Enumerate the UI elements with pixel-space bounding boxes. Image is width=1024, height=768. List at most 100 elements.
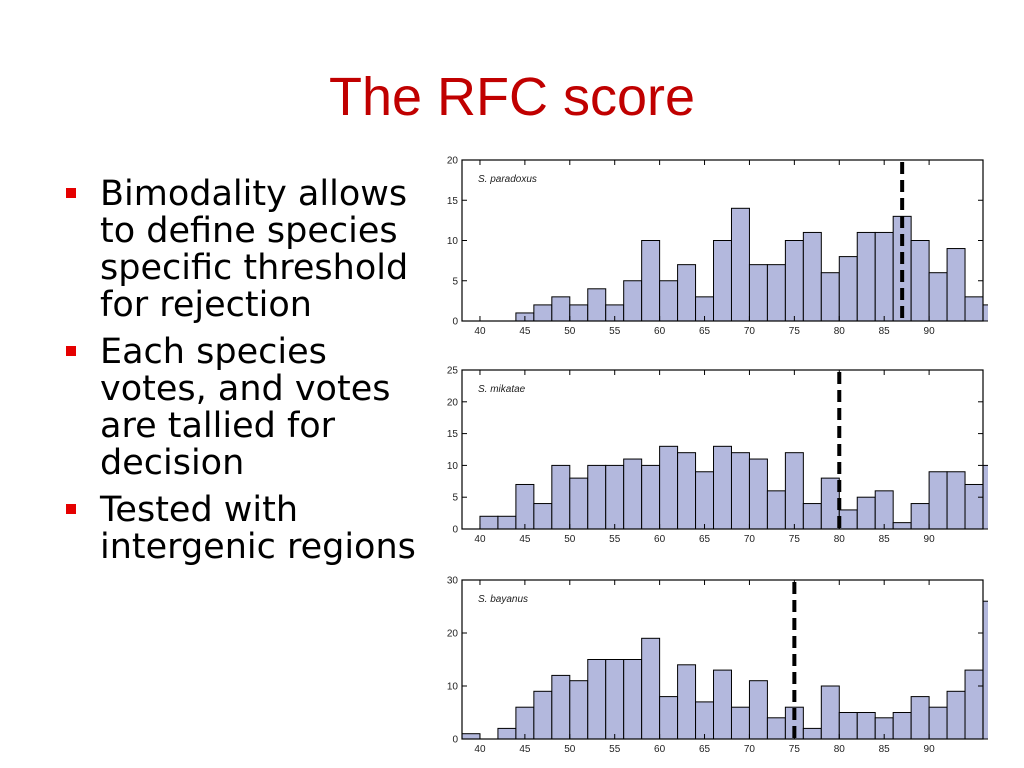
histogram-bar bbox=[910, 240, 930, 322]
histogram-bar bbox=[784, 240, 804, 322]
x-tick-label: 45 bbox=[519, 326, 531, 337]
histogram-bar bbox=[551, 464, 571, 530]
bullet-text: Each species votes, and votes are tallie… bbox=[100, 332, 391, 483]
y-tick-label: 20 bbox=[447, 397, 459, 408]
y-tick-label: 0 bbox=[452, 735, 458, 746]
histogram-bar bbox=[748, 458, 768, 530]
bullet-list: Bimodality allows to define species spec… bbox=[62, 176, 442, 576]
species-label: S. paradoxus bbox=[478, 174, 537, 185]
histogram-bar bbox=[982, 600, 988, 740]
y-tick-label: 25 bbox=[447, 366, 459, 377]
x-tick-label: 55 bbox=[609, 326, 621, 337]
histogram-bar bbox=[677, 264, 697, 322]
x-tick-label: 70 bbox=[744, 534, 756, 545]
histogram-bar bbox=[946, 471, 966, 530]
x-tick-label: 80 bbox=[834, 326, 846, 337]
histogram-bar bbox=[982, 304, 988, 322]
x-tick-label: 65 bbox=[699, 326, 711, 337]
histogram-bar bbox=[838, 712, 858, 740]
histogram-bar bbox=[551, 296, 571, 322]
slide-title: The RFC score bbox=[328, 67, 696, 127]
histogram-bar bbox=[946, 248, 966, 322]
histogram-bar bbox=[641, 240, 661, 322]
y-tick-label: 5 bbox=[452, 493, 458, 504]
species-label: S. bayanus bbox=[478, 594, 528, 605]
y-tick-label: 10 bbox=[447, 682, 459, 693]
histogram-bar bbox=[623, 280, 643, 322]
x-tick-label: 80 bbox=[834, 534, 846, 545]
histogram-bar bbox=[802, 231, 822, 322]
histogram-bar bbox=[587, 288, 607, 322]
histogram-bar bbox=[928, 272, 948, 322]
x-tick-label: 60 bbox=[654, 744, 666, 755]
x-tick-label: 85 bbox=[879, 534, 891, 545]
y-tick-label: 0 bbox=[452, 525, 458, 536]
histogram-bar bbox=[623, 458, 643, 530]
histogram-bar bbox=[748, 680, 768, 740]
histogram-bar bbox=[802, 727, 822, 740]
histogram-bar bbox=[713, 445, 732, 530]
histogram-bar bbox=[928, 471, 948, 530]
histogram-bar bbox=[730, 452, 750, 530]
bullet-item: Each species votes, and votes are tallie… bbox=[62, 334, 442, 482]
histogram-bar bbox=[461, 733, 481, 740]
y-tick-label: 15 bbox=[447, 429, 459, 440]
bullet-item: Tested with intergenic regions bbox=[62, 492, 442, 566]
histogram-bar bbox=[874, 490, 894, 530]
histogram-bar bbox=[677, 664, 697, 740]
histogram-bar bbox=[856, 712, 876, 740]
bullet-item: Bimodality allows to define species spec… bbox=[62, 176, 442, 324]
x-tick-label: 90 bbox=[924, 744, 936, 755]
histogram-bar bbox=[605, 464, 625, 530]
histogram-bar bbox=[533, 304, 553, 322]
bullet-text: Tested with intergenic regions bbox=[100, 490, 416, 567]
x-tick-label: 70 bbox=[744, 744, 756, 755]
x-tick-label: 85 bbox=[879, 744, 891, 755]
bullet-marker-icon bbox=[66, 504, 76, 514]
histogram-bar bbox=[695, 471, 715, 530]
histogram-bar bbox=[641, 637, 661, 740]
histogram-bar bbox=[802, 503, 822, 530]
histogram-bar bbox=[982, 464, 988, 530]
x-tick-label: 40 bbox=[474, 744, 486, 755]
histogram-bar bbox=[856, 231, 876, 322]
histogram-bar bbox=[892, 215, 912, 322]
histogram-bar bbox=[964, 296, 984, 322]
histogram-bar bbox=[838, 509, 858, 530]
histogram-bar bbox=[838, 256, 858, 322]
histogram-bar bbox=[892, 522, 912, 530]
x-tick-label: 40 bbox=[474, 534, 486, 545]
histogram-bar bbox=[766, 490, 786, 530]
y-tick-label: 0 bbox=[452, 317, 458, 328]
x-tick-label: 65 bbox=[699, 534, 711, 545]
histogram-bar bbox=[569, 680, 589, 740]
histogram-bar bbox=[946, 690, 966, 740]
x-tick-label: 70 bbox=[744, 326, 756, 337]
panel-frame bbox=[461, 579, 984, 740]
x-tick-label: 40 bbox=[474, 326, 486, 337]
panel-frame bbox=[461, 369, 984, 530]
histogram-bar bbox=[659, 445, 679, 530]
histogram-bar bbox=[533, 690, 553, 740]
histogram-panels: 0 5 10 15 20 40 45 50 55 60 65 70 75 80 85 90 S. paradox… bbox=[428, 152, 988, 768]
histogram-bar bbox=[605, 659, 625, 740]
x-tick-label: 45 bbox=[519, 534, 531, 545]
histogram-bar bbox=[569, 477, 589, 530]
y-tick-label: 10 bbox=[447, 236, 459, 247]
x-tick-label: 75 bbox=[789, 744, 801, 755]
histogram-bar bbox=[497, 727, 517, 740]
y-tick-label: 5 bbox=[452, 276, 458, 287]
histogram-bar bbox=[713, 669, 732, 740]
histogram-bar bbox=[551, 674, 571, 740]
histogram-bar bbox=[713, 240, 732, 322]
y-tick-label: 10 bbox=[447, 461, 459, 472]
x-tick-label: 50 bbox=[564, 326, 576, 337]
bullet-text: Bimodality allows to define species spec… bbox=[100, 174, 409, 325]
x-tick-label: 65 bbox=[699, 744, 711, 755]
histogram-bar bbox=[748, 264, 768, 322]
bullet-marker-icon bbox=[66, 188, 76, 198]
x-tick-label: 55 bbox=[609, 744, 621, 755]
histogram-bar bbox=[587, 659, 607, 740]
histogram-bar bbox=[515, 483, 535, 530]
histogram-bar bbox=[964, 483, 984, 530]
